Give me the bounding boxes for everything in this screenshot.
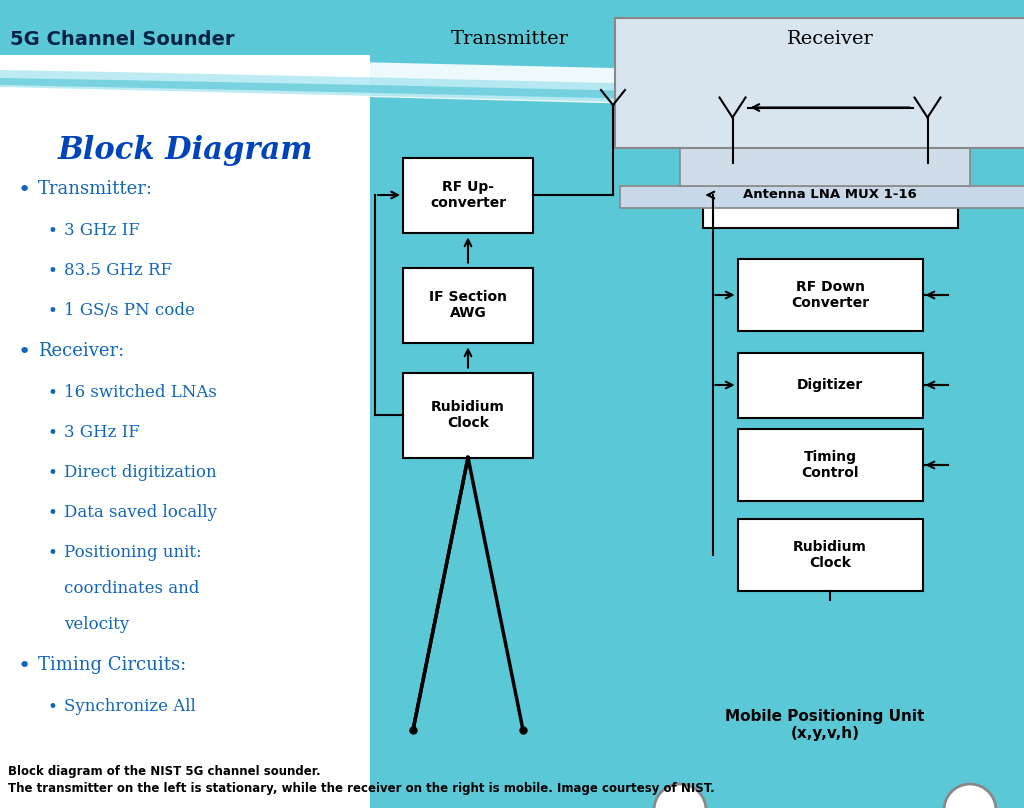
Text: •: • <box>18 180 32 200</box>
Text: •: • <box>48 424 58 442</box>
Text: 5G Channel Sounder: 5G Channel Sounder <box>10 30 234 49</box>
Bar <box>737 352 923 418</box>
Bar <box>702 162 957 228</box>
Text: •: • <box>48 302 58 320</box>
PathPatch shape <box>0 55 1024 115</box>
Text: Digitizer: Digitizer <box>797 378 863 392</box>
Circle shape <box>944 784 996 808</box>
Text: Transmitter:: Transmitter: <box>38 180 153 198</box>
Text: RF Up-
converter: RF Up- converter <box>430 180 506 210</box>
Text: Rubidium
Clock: Rubidium Clock <box>431 400 505 430</box>
Bar <box>403 267 534 343</box>
Text: 3 GHz IF: 3 GHz IF <box>63 424 140 441</box>
Text: 16 switched LNAs: 16 switched LNAs <box>63 384 217 401</box>
Text: Positioning unit:: Positioning unit: <box>63 544 202 561</box>
Bar <box>680 148 970 186</box>
Text: Rubidium
Clock: Rubidium Clock <box>793 540 867 570</box>
Bar <box>737 259 923 331</box>
PathPatch shape <box>0 78 1024 108</box>
Text: Timing
Control: Timing Control <box>801 450 859 480</box>
Bar <box>737 519 923 591</box>
Text: Timing Circuits:: Timing Circuits: <box>38 656 186 674</box>
Text: •: • <box>48 222 58 240</box>
Text: •: • <box>18 342 32 362</box>
Text: Antenna LNA MUX 1-16: Antenna LNA MUX 1-16 <box>743 188 916 201</box>
Text: 83.5 GHz RF: 83.5 GHz RF <box>63 262 172 279</box>
Text: •: • <box>48 544 58 562</box>
Text: IF Section
AWG: IF Section AWG <box>429 290 507 320</box>
Text: velocity: velocity <box>63 616 129 633</box>
Text: •: • <box>48 698 58 716</box>
Bar <box>615 18 1024 148</box>
Bar <box>403 158 534 233</box>
Text: Transmitter: Transmitter <box>451 30 569 48</box>
Text: •: • <box>48 262 58 280</box>
Bar <box>403 372 534 457</box>
Text: Synchronize All: Synchronize All <box>63 698 196 715</box>
Text: Receiver:: Receiver: <box>38 342 124 360</box>
Bar <box>737 429 923 501</box>
Circle shape <box>654 784 706 808</box>
Text: Data saved locally: Data saved locally <box>63 504 217 521</box>
Text: The transmitter on the left is stationary, while the receiver on the right is mo: The transmitter on the left is stationar… <box>8 782 715 795</box>
Bar <box>620 186 1024 208</box>
Bar <box>0 55 370 808</box>
Text: 3 GHz IF: 3 GHz IF <box>63 222 140 239</box>
Text: Receiver: Receiver <box>786 30 873 48</box>
Text: Block Diagram: Block Diagram <box>57 135 312 166</box>
Text: Direct digitization: Direct digitization <box>63 464 217 481</box>
Text: coordinates and: coordinates and <box>63 580 200 597</box>
Text: •: • <box>48 464 58 482</box>
Text: •: • <box>48 504 58 522</box>
Text: 1 GS/s PN code: 1 GS/s PN code <box>63 302 195 319</box>
PathPatch shape <box>0 70 1024 112</box>
Text: Block diagram of the NIST 5G channel sounder.: Block diagram of the NIST 5G channel sou… <box>8 765 321 778</box>
Text: •: • <box>48 384 58 402</box>
Text: •: • <box>18 656 32 676</box>
Text: Mobile Positioning Unit
(x,y,v,h): Mobile Positioning Unit (x,y,v,h) <box>725 709 925 741</box>
Text: RF Down
Converter: RF Down Converter <box>791 280 869 310</box>
